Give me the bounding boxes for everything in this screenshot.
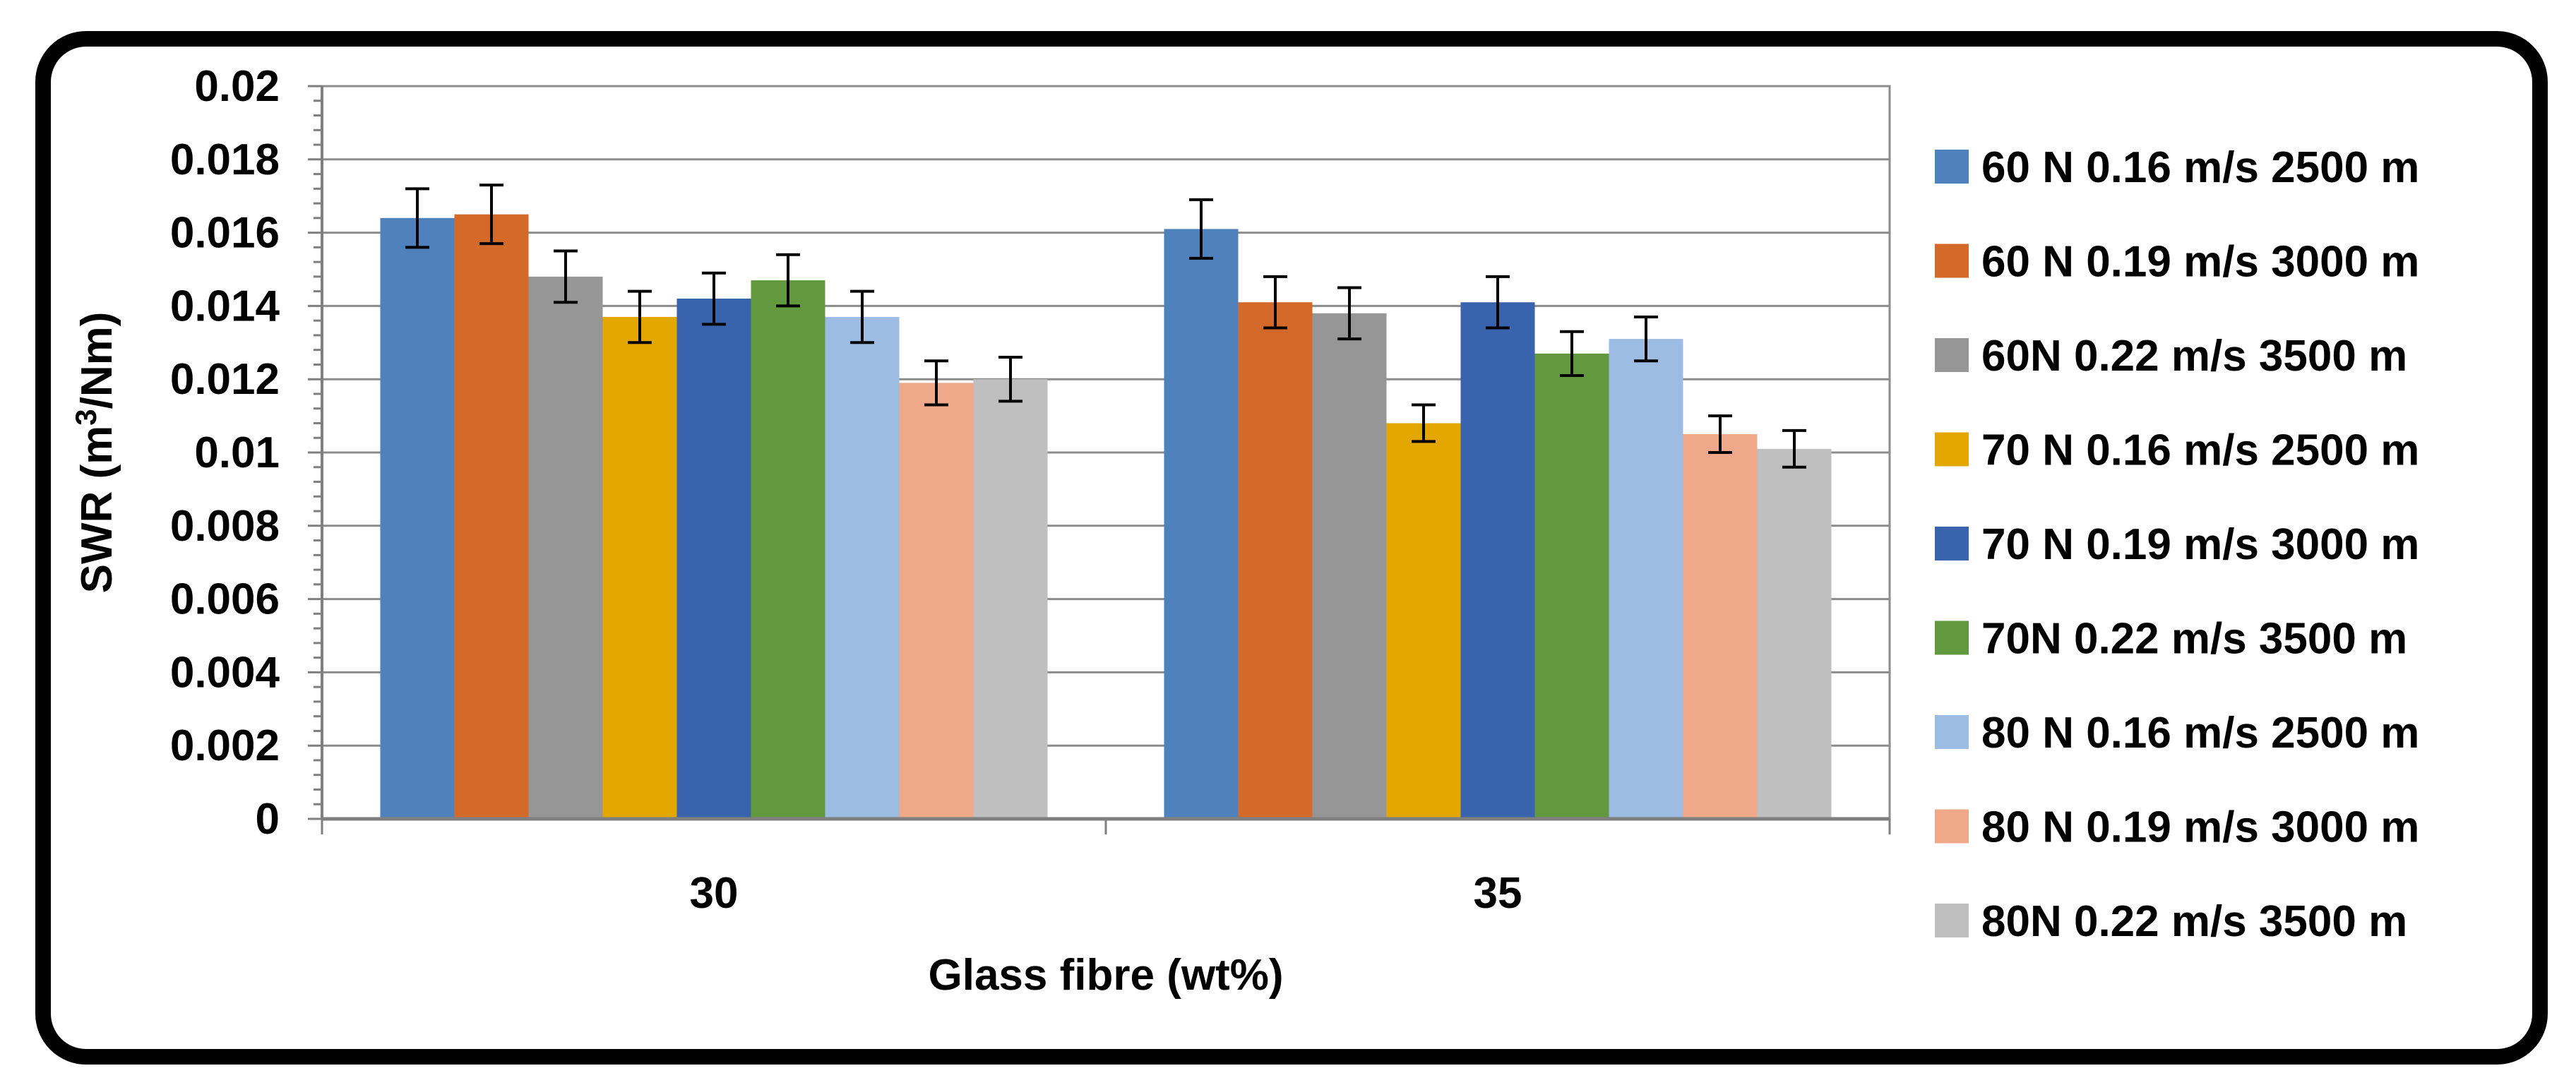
y-axis-title-superscript: 3 [69, 409, 102, 425]
y-tick-label: 0.02 [194, 62, 280, 111]
y-tick-label: 0.006 [170, 575, 280, 624]
axes [308, 85, 1891, 834]
error-bars [405, 184, 1806, 469]
x-tick-labels: 30 35 [690, 869, 1522, 918]
y-tick-label: 0.016 [170, 209, 280, 258]
y-tick-labels: 0 0.002 0.004 0.006 0.008 0.01 0.012 0.014 0.016… [170, 62, 280, 844]
legend-label: 60 N 0.16 m/s 2500 m [1981, 143, 2419, 192]
y-axis-title-prefix: SWR (m [73, 426, 121, 594]
bars [380, 214, 1832, 820]
bar [899, 383, 974, 819]
bar [1312, 313, 1387, 819]
legend-label: 70N 0.22 m/s 3500 m [1981, 615, 2407, 664]
bar [380, 217, 455, 820]
legend-swatch [1935, 904, 1969, 937]
legend-swatch [1935, 715, 1969, 749]
y-axis-title-suffix: /Nm) [73, 312, 121, 409]
legend-swatch [1935, 809, 1969, 844]
bar [973, 379, 1048, 819]
legend-swatch [1935, 432, 1969, 467]
bar [454, 214, 529, 819]
legend-swatch [1935, 150, 1969, 184]
y-tick-label: 0.002 [170, 721, 280, 770]
legend-label: 60 N 0.19 m/s 3000 m [1981, 238, 2419, 287]
bar [1609, 339, 1683, 819]
bar [602, 316, 677, 820]
y-tick-label: 0.012 [170, 355, 280, 404]
legend-label: 70 N 0.19 m/s 3000 m [1981, 520, 2419, 569]
y-tick-label: 0 [256, 795, 280, 844]
x-tick-label: 30 [690, 869, 739, 918]
y-axis-title: SWR (m3/Nm) [69, 312, 121, 594]
x-tick-label: 35 [1474, 869, 1522, 918]
y-tick-label: 0.008 [170, 502, 280, 551]
bar [676, 299, 751, 819]
y-tick-label: 0.018 [170, 136, 280, 184]
legend: 60 N 0.16 m/s 2500 m 60 N 0.19 m/s 3000 m… [1935, 143, 2419, 946]
legend-swatch [1935, 338, 1969, 372]
y-tick-label: 0.004 [170, 648, 280, 697]
bar [1534, 353, 1609, 819]
bar [1164, 229, 1239, 819]
bar [751, 280, 825, 819]
legend-label: 80N 0.22 m/s 3500 m [1981, 897, 2407, 946]
legend-label: 80 N 0.19 m/s 3000 m [1981, 803, 2419, 852]
legend-label: 60N 0.22 m/s 3500 m [1981, 332, 2407, 380]
bar [1757, 448, 1832, 819]
legend-swatch [1935, 244, 1969, 278]
bar [1386, 423, 1461, 819]
x-axis-title: Glass fibre (wt%) [929, 951, 1284, 1000]
y-tick-label: 0.01 [194, 428, 280, 477]
legend-label: 70 N 0.16 m/s 2500 m [1981, 426, 2419, 475]
legend-swatch [1935, 527, 1969, 561]
bar [825, 316, 900, 820]
legend-swatch [1935, 621, 1969, 655]
bar [528, 276, 603, 819]
bar [1238, 302, 1313, 820]
y-tick-label: 0.014 [170, 282, 280, 330]
legend-label: 80 N 0.16 m/s 2500 m [1981, 709, 2419, 757]
bar [1683, 434, 1758, 819]
bar [1460, 302, 1535, 820]
